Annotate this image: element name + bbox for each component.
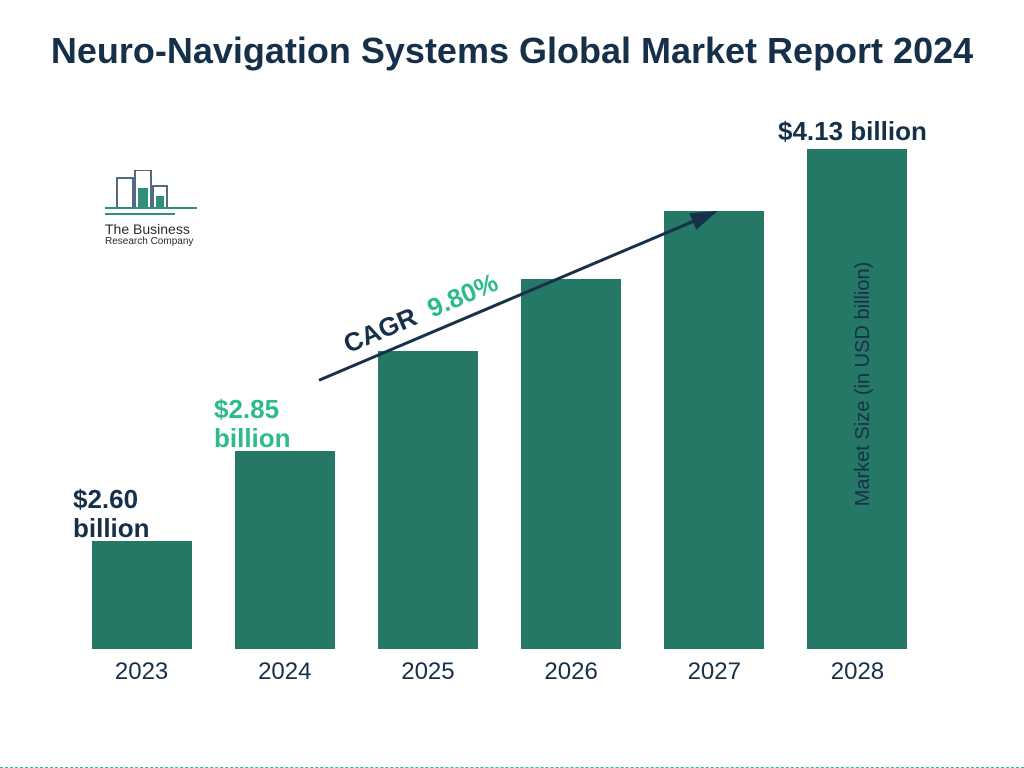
bar-2023: [92, 541, 192, 649]
x-label-2026: 2026: [500, 650, 643, 686]
x-label-2023: 2023: [70, 650, 213, 686]
bar-2024: [235, 451, 335, 649]
bar-2025: [378, 351, 478, 649]
chart-container: Neuro-Navigation Systems Global Market R…: [0, 0, 1024, 768]
title-text: Neuro-Navigation Systems Global Market R…: [51, 30, 973, 71]
x-label-2027: 2027: [643, 650, 786, 686]
chart-plot-area: 2023 2024 2025 2026 2027 2028: [70, 150, 929, 690]
bar-slot-2025: [356, 150, 499, 649]
y-axis-label: Market Size (in USD billion): [852, 262, 875, 507]
bar-2026: [521, 279, 621, 649]
x-label-2024: 2024: [213, 650, 356, 686]
x-label-2025: 2025: [356, 650, 499, 686]
bar-slot-2026: [500, 150, 643, 649]
x-label-2028: 2028: [786, 650, 929, 686]
bars-group: [70, 150, 929, 650]
value-label-2028: $4.13 billion: [778, 117, 958, 146]
value-label-2024: $2.85 billion: [214, 395, 334, 452]
bar-2027: [664, 211, 764, 649]
bar-slot-2023: [70, 150, 213, 649]
chart-title: Neuro-Navigation Systems Global Market R…: [0, 30, 1024, 71]
x-axis-labels: 2023 2024 2025 2026 2027 2028: [70, 650, 929, 690]
value-label-2023: $2.60 billion: [73, 485, 193, 542]
